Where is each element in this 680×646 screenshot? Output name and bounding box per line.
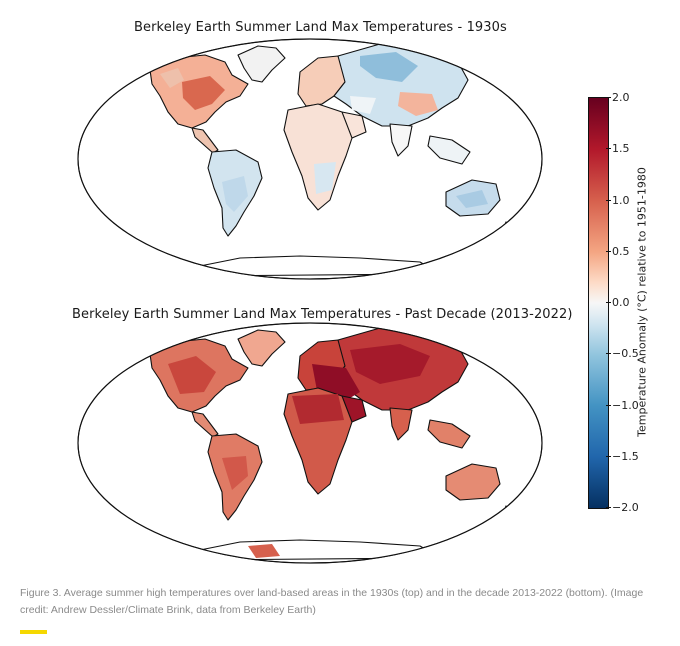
map-title-past-decade: Berkeley Earth Summer Land Max Temperatu… [72, 307, 573, 322]
figure-caption: Figure 3. Average summer high temperatur… [20, 587, 644, 616]
colorbar-tick-label: −1.0 [612, 399, 639, 412]
accent-bar [20, 630, 47, 634]
landmass-india [389, 123, 413, 157]
colorbar-tick [606, 200, 611, 201]
landmass-australia [445, 463, 501, 501]
landmass-india [389, 407, 413, 441]
colorbar-tick [606, 456, 611, 457]
colorbar-tick [606, 507, 611, 508]
map-title-1930s: Berkeley Earth Summer Land Max Temperatu… [134, 20, 507, 35]
colorbar [588, 97, 609, 509]
landmass-southeast-asia [427, 135, 471, 165]
colorbar-tick-label: −1.5 [612, 450, 639, 463]
landmass-southeast-asia [427, 419, 471, 449]
colorbar-tick [606, 302, 611, 303]
landmass-greenland [237, 45, 286, 83]
colorbar-tick-label: −2.0 [612, 501, 639, 514]
colorbar-tick-label: 1.0 [612, 194, 630, 207]
landmass-africa [283, 103, 353, 211]
colorbar-tick [606, 148, 611, 149]
colorbar-tick-label: 0.5 [612, 245, 630, 258]
colorbar-tick [606, 97, 611, 98]
colorbar-label: Temperature Anomaly (°C) relative to 195… [635, 167, 649, 437]
colorbar-tick [606, 353, 611, 354]
map-past-decade [77, 322, 543, 564]
map-1930s [77, 38, 543, 280]
colorbar-tick-label: 2.0 [612, 91, 630, 104]
colorbar-tick-label: 1.5 [612, 142, 630, 155]
landmass-greenland [237, 329, 286, 367]
colorbar-tick-label: −0.5 [612, 347, 639, 360]
colorbar-tick [606, 251, 611, 252]
colorbar-tick-label: 0.0 [612, 296, 630, 309]
colorbar-tick [606, 405, 611, 406]
